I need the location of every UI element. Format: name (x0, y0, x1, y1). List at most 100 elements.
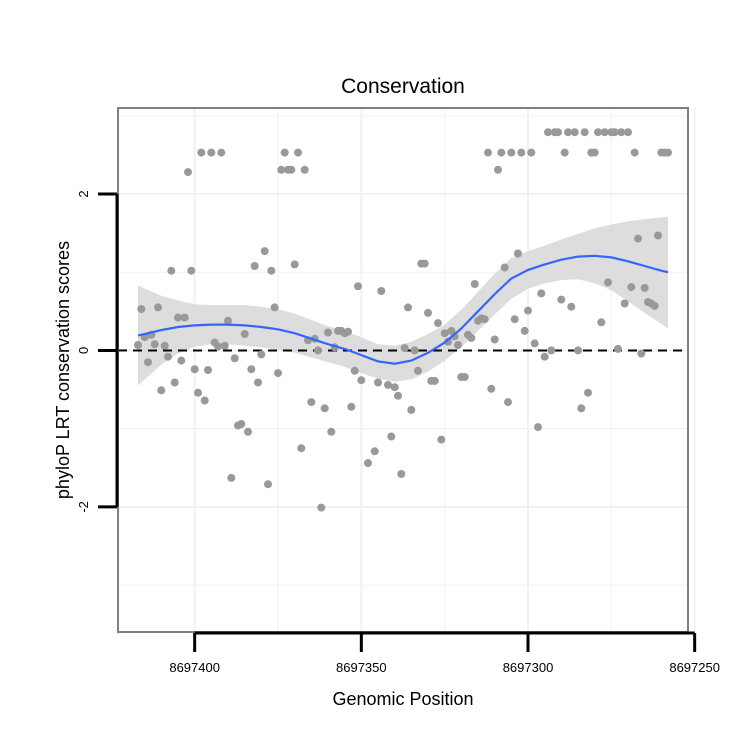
data-point (207, 148, 216, 157)
data-point (387, 432, 396, 441)
data-point (534, 423, 542, 432)
data-point (274, 369, 282, 378)
data-point (397, 470, 406, 478)
data-point (517, 148, 526, 157)
data-point (430, 376, 439, 385)
x-tick-label: 8697300 (503, 660, 554, 675)
data-point (244, 427, 252, 436)
data-point (167, 266, 176, 275)
data-point (604, 278, 612, 287)
data-point (170, 378, 179, 387)
y-tick-label: 0 (76, 347, 91, 354)
data-point (230, 354, 239, 363)
data-point (204, 366, 212, 374)
data-point (174, 313, 182, 322)
data-point (590, 148, 599, 157)
data-point (580, 128, 589, 137)
data-point (620, 299, 629, 308)
data-point (267, 266, 276, 275)
data-point (214, 342, 222, 351)
x-axis-label: Genomic Position (332, 689, 473, 709)
data-point (404, 303, 412, 312)
data-point (277, 165, 286, 174)
data-point (394, 391, 402, 400)
data-point (484, 148, 492, 157)
x-tick-label: 8697350 (336, 660, 387, 675)
data-point (190, 365, 199, 374)
data-point (490, 335, 499, 344)
data-point (327, 427, 336, 436)
data-point (374, 378, 382, 387)
data-point (520, 326, 529, 335)
smooth-fit-line (137, 254, 669, 365)
data-point (254, 378, 262, 387)
data-point (654, 231, 662, 240)
data-point (494, 165, 502, 174)
data-point (600, 128, 609, 137)
y-tick-label: -2 (76, 501, 91, 513)
data-point (257, 350, 266, 359)
smooth-line-layer (137, 254, 669, 365)
data-point (637, 349, 646, 358)
data-point (224, 316, 232, 325)
data-point (260, 247, 269, 256)
data-point (137, 305, 146, 313)
data-point (270, 303, 279, 312)
data-point (454, 341, 462, 349)
data-points-layer (134, 128, 672, 512)
data-point (217, 148, 226, 157)
data-point (467, 333, 476, 342)
data-point (154, 303, 162, 312)
data-point (264, 480, 272, 489)
data-point (614, 344, 622, 353)
data-point (634, 234, 642, 243)
data-point (554, 128, 562, 137)
data-point (390, 383, 399, 392)
data-point (314, 346, 322, 355)
data-point (434, 319, 442, 328)
data-point (297, 444, 306, 453)
data-point (624, 128, 632, 137)
data-point (577, 404, 586, 413)
data-point (220, 341, 229, 350)
y-axis-label: phyloP LRT conservation scores (53, 241, 73, 499)
confidence-ribbon (138, 216, 668, 386)
data-point (370, 447, 379, 456)
data-point (567, 302, 576, 311)
data-point (487, 384, 496, 393)
data-point (524, 306, 532, 315)
y-tick-label: 2 (76, 190, 91, 197)
data-point (317, 503, 326, 512)
data-point (584, 388, 592, 397)
data-point (507, 148, 516, 157)
data-point (294, 148, 302, 157)
data-point (437, 435, 446, 444)
data-point (557, 295, 566, 304)
data-point (324, 328, 332, 337)
data-point (197, 148, 206, 157)
data-point (414, 366, 422, 375)
data-point (354, 282, 362, 291)
data-point (537, 289, 546, 298)
data-point (510, 315, 519, 324)
data-point (544, 128, 552, 137)
data-point (134, 341, 142, 349)
data-point (157, 386, 166, 395)
data-point (290, 260, 299, 269)
data-point (627, 283, 636, 292)
data-point (470, 280, 479, 288)
data-point (407, 405, 416, 414)
data-point (424, 308, 432, 317)
data-point (237, 420, 246, 428)
data-point (357, 376, 366, 385)
data-point (564, 128, 572, 137)
data-point (300, 165, 309, 174)
y-axis: 2 0 -2 (76, 190, 119, 513)
data-point (160, 341, 169, 350)
data-point (377, 287, 386, 295)
data-point (250, 262, 259, 270)
data-point (664, 148, 672, 157)
data-point (164, 352, 172, 361)
x-tick-label: 8697250 (669, 660, 720, 675)
data-point (180, 313, 189, 322)
